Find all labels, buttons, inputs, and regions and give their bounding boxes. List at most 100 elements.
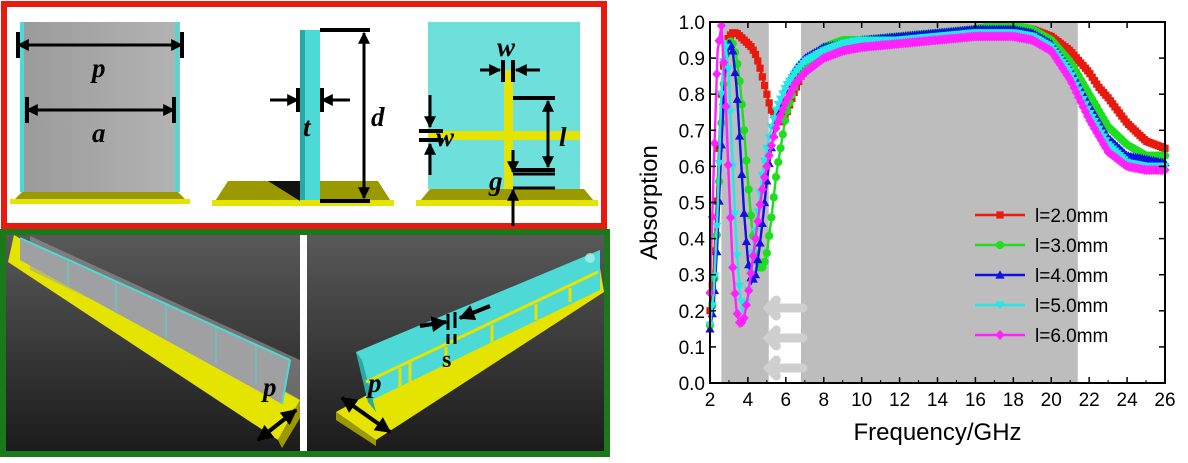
series-5-marker xyxy=(1071,87,1081,98)
series-5-marker xyxy=(712,68,722,80)
series-5-marker xyxy=(1096,135,1106,146)
series-2-marker xyxy=(776,144,785,153)
y-tick-label: 0.7 xyxy=(679,121,705,142)
series-2-marker xyxy=(742,156,751,165)
label-p-bottom-right: p xyxy=(366,368,382,398)
series-2-marker xyxy=(778,130,787,139)
label-p: p xyxy=(90,53,106,83)
x-tick-label: 14 xyxy=(927,390,949,411)
series-4-marker xyxy=(732,252,742,261)
series-3-marker xyxy=(739,208,749,217)
series-4-marker xyxy=(725,108,736,117)
series-1-marker xyxy=(758,73,766,81)
x-tick-label: 2 xyxy=(705,390,716,411)
legend: l=2.0mm l=3.0mm l=4.0mm l=5.0mm l=6.0mm xyxy=(975,206,1108,347)
direction-arrows xyxy=(762,295,808,381)
series-5-marker xyxy=(1051,52,1061,63)
axis-ticks: 2 4 6 8 10 12 14 16 18 20 22 24 260.00.10.20.30.40.5… xyxy=(679,13,1176,411)
x-tick-label: 4 xyxy=(743,390,754,411)
series-3-marker xyxy=(728,46,738,55)
series-5-marker xyxy=(728,262,738,273)
x-tick-label: 26 xyxy=(1154,390,1175,411)
series-1-marker xyxy=(751,50,760,59)
legend-label: l=4.0mm xyxy=(1035,266,1108,287)
x-tick-label: 6 xyxy=(781,390,792,411)
series-3-marker xyxy=(730,67,740,77)
x-tick-label: 24 xyxy=(1117,390,1139,411)
series-3-marker xyxy=(732,94,742,103)
series-5-marker xyxy=(789,80,799,91)
direction-arrow-2 xyxy=(762,325,808,351)
series-2-marker xyxy=(769,193,778,202)
structure-diagram: p a t d xyxy=(0,1,610,457)
series-5-marker xyxy=(739,312,749,324)
label-g: g xyxy=(488,166,503,196)
series-group xyxy=(705,20,1170,333)
x-tick-label: 20 xyxy=(1041,390,1062,411)
y-tick-label: 0.3 xyxy=(679,266,705,287)
series-1-marker xyxy=(754,57,762,65)
x-tick-label: 22 xyxy=(1079,390,1100,411)
label-w-side: w xyxy=(436,122,455,152)
x-tick-label: 16 xyxy=(965,390,986,411)
series-2-marker xyxy=(767,213,776,222)
legend-label: l=6.0mm xyxy=(1035,326,1108,347)
series-2-marker xyxy=(780,116,790,125)
series-2-marker xyxy=(735,77,744,86)
y-axis-title: Absorption xyxy=(636,145,663,260)
direction-arrow-3 xyxy=(762,355,808,381)
series-4-marker xyxy=(730,210,740,219)
series-5-marker xyxy=(1060,66,1070,77)
series-4-marker xyxy=(723,65,733,74)
series-5-marker xyxy=(757,184,767,195)
legend-label: l=2.0mm xyxy=(1035,206,1108,227)
structure-diagram-panel: p a t d xyxy=(0,1,610,457)
series-3-marker xyxy=(750,270,761,279)
legend-5-marker xyxy=(995,329,1005,341)
series-2-marker xyxy=(740,126,749,135)
series-5-marker xyxy=(1085,115,1095,126)
series-1-marker xyxy=(767,106,776,114)
shaded-band-2 xyxy=(801,22,1078,383)
series-5-marker xyxy=(1094,131,1104,142)
y-tick-label: 0.1 xyxy=(679,338,705,359)
legend-3-marker xyxy=(995,270,1005,279)
series-1-marker xyxy=(747,42,755,51)
series-4-marker xyxy=(760,157,770,166)
series-2-marker xyxy=(762,248,771,258)
series-4-marker xyxy=(716,90,726,99)
series-2-marker xyxy=(774,157,783,167)
series-1-marker xyxy=(761,81,769,90)
label-s: s xyxy=(442,347,451,373)
y-tick-label: 0.8 xyxy=(679,85,705,106)
legend-item-3: l=4.0mm xyxy=(975,266,1108,287)
array-patterned-3d-view: p s xyxy=(336,250,604,446)
legend-item-5: l=6.0mm xyxy=(975,326,1108,347)
series-5-marker xyxy=(1062,70,1072,81)
series-2-marker xyxy=(746,211,756,220)
direction-arrow-1 xyxy=(762,295,808,321)
series-5-marker xyxy=(1048,49,1059,60)
legend-4-marker xyxy=(995,301,1005,310)
series-5-marker xyxy=(1064,73,1075,84)
series-1-marker xyxy=(756,64,764,72)
x-tick-label: 8 xyxy=(818,390,829,411)
label-d: d xyxy=(371,102,385,132)
series-5-marker xyxy=(716,20,726,31)
series-3-marker xyxy=(757,218,767,228)
y-tick-label: 1.0 xyxy=(679,13,705,34)
series-4-marker xyxy=(734,282,745,291)
label-t: t xyxy=(303,112,312,142)
series-5-marker xyxy=(709,138,720,149)
series-1-marker xyxy=(765,99,773,107)
legend-item-4: l=5.0mm xyxy=(975,296,1108,317)
series-4-marker xyxy=(769,115,779,124)
series-5-marker xyxy=(1098,139,1109,150)
series-5-marker xyxy=(1053,56,1063,67)
legend-item-2: l=3.0mm xyxy=(975,236,1108,257)
series-2-marker xyxy=(765,231,774,240)
legend-label: l=5.0mm xyxy=(1035,296,1108,317)
series-5-marker xyxy=(762,161,772,172)
x-tick-label: 18 xyxy=(1003,390,1024,411)
y-tick-label: 0.0 xyxy=(679,374,705,395)
